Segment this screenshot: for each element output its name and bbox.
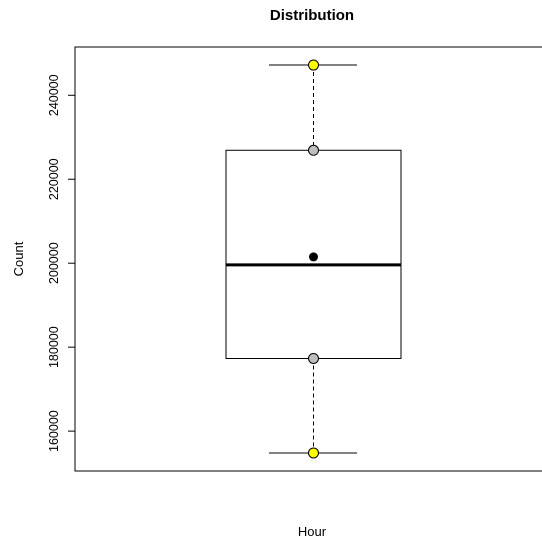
y-tick-label: 180000 — [47, 326, 61, 368]
min-point — [308, 447, 319, 459]
y-axis: 160000 180000 200000 220000 240000 — [47, 74, 76, 452]
y-tick-label: 240000 — [47, 74, 61, 116]
y-tick-label: 160000 — [47, 410, 61, 452]
y-tick-label: 200000 — [47, 242, 61, 284]
plot-frame — [74, 46, 542, 472]
q1-point — [308, 352, 319, 364]
points-group — [308, 59, 319, 459]
mean-point — [309, 252, 318, 262]
y-tick-label: 220000 — [47, 158, 61, 200]
max-point — [308, 59, 319, 71]
x-axis-label: Hour — [298, 524, 327, 539]
y-axis-label: Count — [11, 241, 26, 276]
chart-title: Distribution — [270, 7, 354, 24]
q3-point — [308, 144, 319, 156]
